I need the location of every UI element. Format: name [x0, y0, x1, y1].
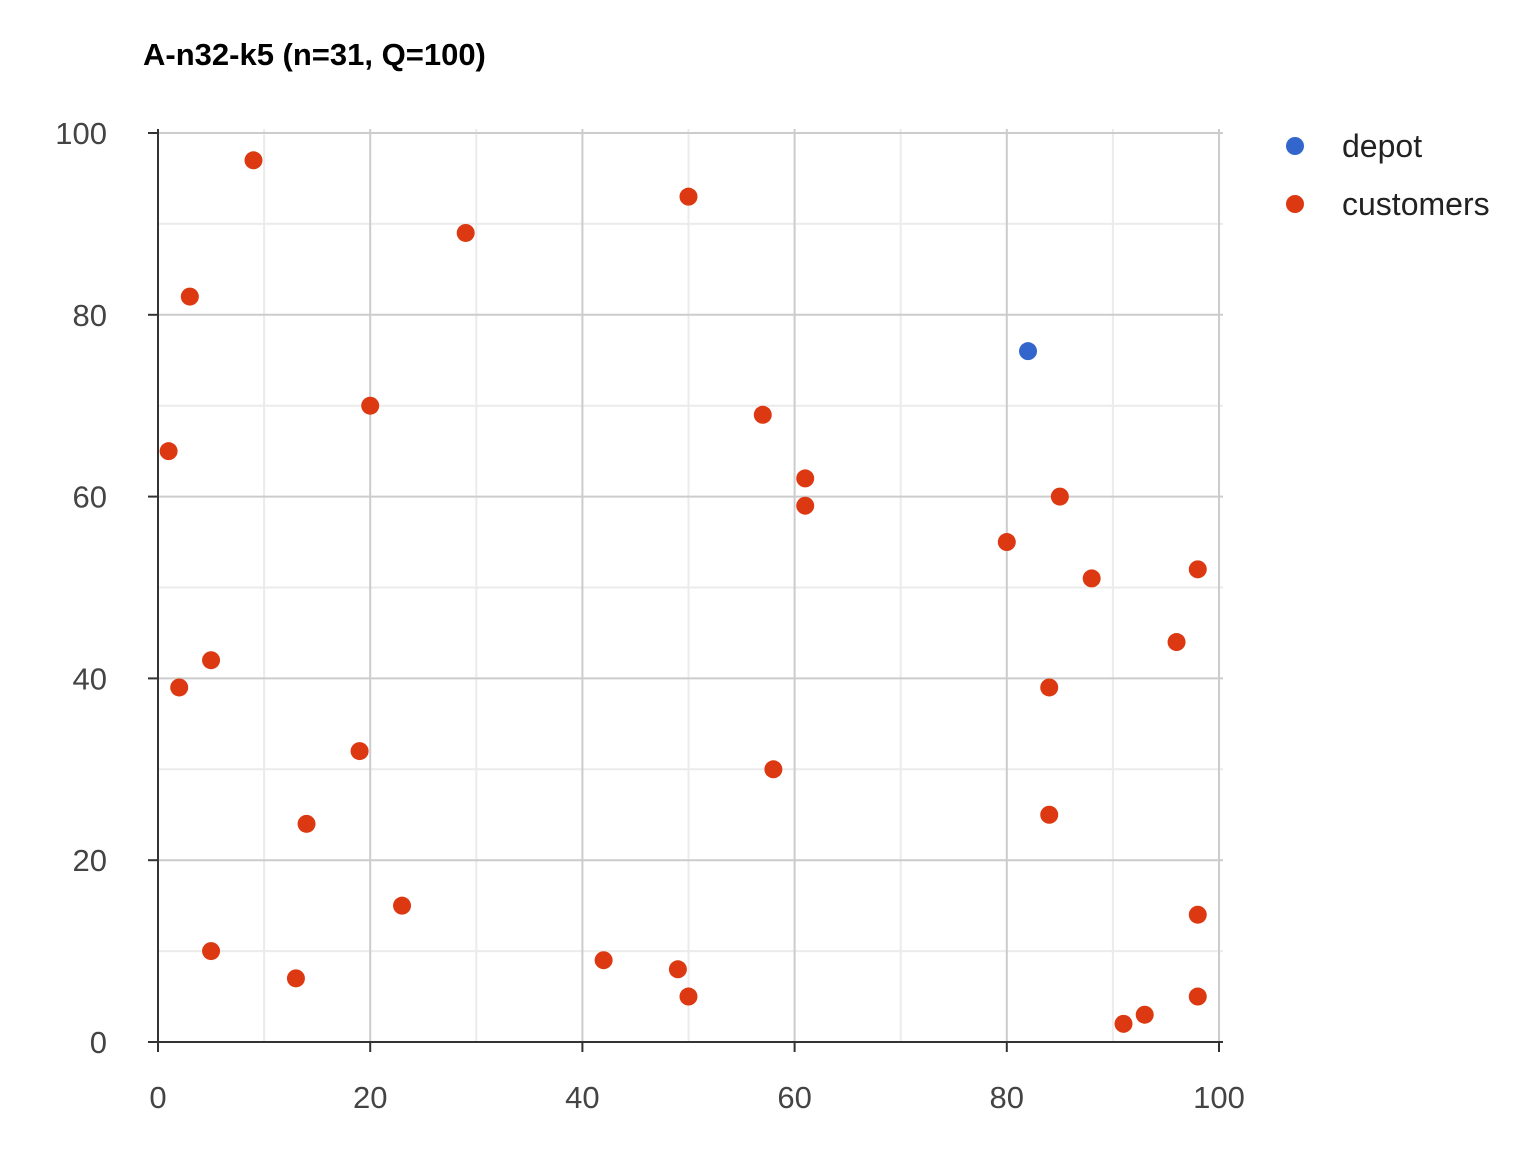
- data-points: [159, 151, 1207, 1033]
- customers-point: [1167, 633, 1186, 652]
- customers-point: [159, 442, 178, 461]
- legend-label-depot: depot: [1342, 128, 1422, 164]
- x-tick-label: 20: [353, 1080, 387, 1115]
- customers-point: [393, 896, 412, 915]
- customers-point: [594, 951, 613, 970]
- customers-point: [679, 987, 698, 1006]
- customers-point: [361, 396, 380, 415]
- y-tick-label: 40: [73, 661, 107, 696]
- customers-point: [1188, 905, 1207, 924]
- y-tick-label: 0: [90, 1025, 107, 1060]
- minor-gridlines: [158, 129, 1223, 1042]
- customers-point: [668, 960, 687, 979]
- customers-point: [202, 651, 221, 670]
- axes: [148, 129, 1223, 1052]
- customers-point: [796, 469, 815, 488]
- customers-point: [350, 742, 369, 761]
- customers-point: [764, 760, 783, 779]
- legend-label-customers: customers: [1342, 186, 1490, 222]
- customers-point: [1082, 569, 1101, 588]
- customers-point: [796, 496, 815, 515]
- legend: depot customers: [1286, 128, 1490, 222]
- customers-point: [1050, 487, 1069, 506]
- customers-point: [286, 969, 305, 988]
- y-tick-label: 80: [73, 298, 107, 333]
- customers-point: [753, 405, 772, 424]
- customers-point: [244, 151, 263, 170]
- x-tick-label: 0: [149, 1080, 166, 1115]
- customers-point: [202, 942, 221, 961]
- x-tick-label: 40: [565, 1080, 599, 1115]
- x-tick-label: 80: [990, 1080, 1024, 1115]
- customers-point: [1188, 560, 1207, 579]
- depot-point: [1019, 342, 1038, 361]
- y-tick-label: 100: [55, 116, 107, 151]
- tick-labels: 0 20 40 60 80 100 0 20 40 60 80 100: [55, 116, 1245, 1115]
- chart-title: A-n32-k5 (n=31, Q=100): [143, 37, 486, 72]
- customers-point: [997, 533, 1016, 552]
- customers-point: [1040, 805, 1059, 824]
- customers-point: [170, 678, 189, 697]
- customers-point: [180, 287, 199, 306]
- customers-point: [1188, 987, 1207, 1006]
- x-tick-label: 60: [777, 1080, 811, 1115]
- customers-point: [1135, 1005, 1154, 1024]
- customers-point: [1040, 678, 1059, 697]
- legend-marker-depot: [1286, 137, 1304, 155]
- major-gridlines: [158, 129, 1223, 1042]
- y-tick-label: 60: [73, 480, 107, 515]
- y-tick-label: 20: [73, 843, 107, 878]
- customers-point: [297, 814, 316, 833]
- customers-point: [679, 187, 698, 206]
- customers-point: [456, 223, 475, 242]
- legend-marker-customers: [1286, 195, 1304, 213]
- customers-point: [1114, 1014, 1133, 1033]
- x-tick-label: 100: [1193, 1080, 1245, 1115]
